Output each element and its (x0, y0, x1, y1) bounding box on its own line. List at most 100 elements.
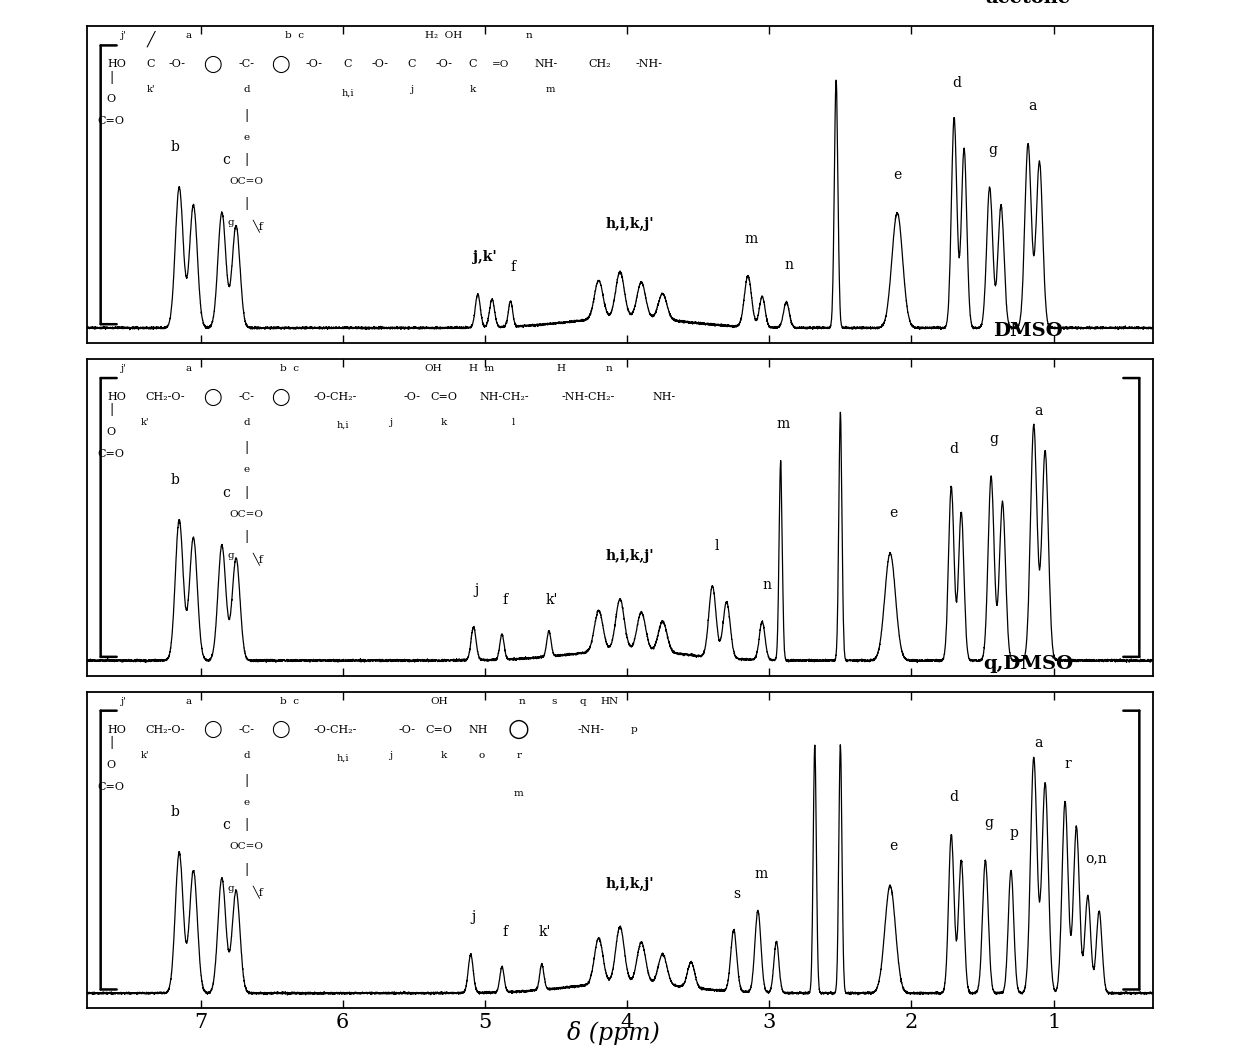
Text: m: m (754, 867, 768, 881)
Text: -C-: -C- (239, 59, 254, 70)
Text: n: n (606, 364, 613, 373)
Text: -NH-: -NH- (578, 724, 604, 735)
Text: m: m (777, 416, 790, 431)
Text: d: d (243, 86, 250, 94)
Text: -O-CH₂-: -O-CH₂- (314, 392, 357, 402)
Text: p: p (631, 725, 637, 734)
Text: |: | (244, 109, 249, 121)
Text: H₂  OH: H₂ OH (425, 32, 463, 40)
Text: l: l (512, 418, 515, 427)
Text: H: H (557, 364, 565, 373)
Text: b  c: b c (280, 697, 299, 705)
Text: C=O: C=O (430, 392, 458, 402)
Text: s: s (733, 887, 740, 901)
Text: j: j (474, 583, 479, 597)
Text: ╱: ╱ (146, 31, 155, 48)
Text: o: o (479, 751, 485, 759)
Text: h,i: h,i (336, 754, 348, 762)
Text: p: p (1009, 826, 1018, 840)
Text: e: e (889, 506, 897, 520)
Text: n: n (518, 697, 526, 705)
Text: d: d (950, 790, 959, 804)
Text: b: b (171, 140, 180, 154)
Text: c: c (222, 486, 231, 499)
Text: m: m (744, 232, 758, 246)
Text: O: O (107, 427, 115, 437)
Text: a: a (1028, 99, 1037, 113)
Text: g: g (988, 143, 997, 156)
Text: k': k' (141, 418, 150, 427)
Text: e: e (889, 838, 897, 852)
Text: a: a (1034, 403, 1042, 418)
Text: -O-: -O- (305, 59, 322, 70)
Text: HO: HO (107, 59, 126, 70)
Text: d: d (950, 442, 959, 456)
Text: m: m (546, 86, 556, 94)
Text: |: | (244, 486, 249, 498)
Text: |: | (244, 197, 249, 210)
Text: -O-: -O- (403, 392, 420, 402)
Text: h,i: h,i (342, 89, 355, 97)
Text: =O: =O (492, 60, 510, 69)
Text: n: n (785, 258, 794, 271)
Text: l: l (714, 540, 719, 553)
Text: j: j (389, 751, 392, 759)
Text: -NH-CH₂-: -NH-CH₂- (562, 392, 615, 402)
Text: ◯: ◯ (272, 721, 290, 738)
Text: j,k': j,k' (472, 250, 497, 264)
Text: -NH-: -NH- (636, 59, 663, 70)
Text: j: j (389, 418, 392, 427)
Text: NH: NH (469, 724, 489, 735)
Text: j': j' (122, 697, 126, 705)
Text: OC=O: OC=O (229, 843, 264, 851)
Text: |: | (244, 530, 249, 543)
Text: C: C (146, 59, 155, 70)
Text: a: a (185, 32, 191, 40)
Text: -O-: -O- (398, 724, 415, 735)
Text: C: C (469, 59, 477, 70)
Text: k: k (470, 86, 476, 94)
Text: NH-: NH- (534, 59, 558, 70)
Text: CH₂-O-: CH₂-O- (145, 724, 185, 735)
Text: H  m: H m (469, 364, 494, 373)
Text: |: | (109, 736, 113, 749)
Text: m: m (513, 789, 523, 797)
Text: -C-: -C- (239, 724, 254, 735)
Text: h,i: h,i (336, 421, 348, 430)
Text: b: b (171, 806, 180, 819)
Text: r: r (1064, 757, 1071, 771)
Text: r: r (516, 751, 521, 759)
Text: acetone: acetone (986, 0, 1070, 7)
Text: OH: OH (430, 697, 448, 705)
Text: |: | (244, 863, 249, 875)
Text: h,i,k,j': h,i,k,j' (605, 216, 655, 231)
Text: h,i,k,j': h,i,k,j' (605, 549, 655, 564)
Text: b: b (171, 473, 180, 487)
Text: ╲f: ╲f (252, 220, 263, 232)
Text: d: d (952, 76, 961, 90)
Text: |: | (109, 71, 113, 83)
Text: b  c: b c (280, 364, 299, 373)
Text: |: | (109, 403, 113, 416)
Text: |: | (244, 774, 249, 787)
Text: a: a (185, 697, 191, 705)
Text: j': j' (122, 364, 126, 373)
Text: OC=O: OC=O (229, 510, 264, 518)
Text: DMSO: DMSO (993, 322, 1063, 340)
Text: -O-: -O- (372, 59, 388, 70)
Text: k': k' (146, 86, 155, 94)
Text: -O-: -O- (169, 59, 186, 70)
Text: g: g (227, 219, 234, 227)
Text: OC=O: OC=O (229, 177, 264, 186)
Text: ◯: ◯ (203, 721, 222, 738)
Text: a: a (1034, 736, 1042, 751)
Text: HN: HN (600, 697, 619, 705)
Text: O: O (107, 759, 115, 770)
Text: C: C (408, 59, 417, 70)
Text: NH-: NH- (652, 392, 676, 402)
Text: k': k' (546, 592, 558, 607)
Text: -O-CH₂-: -O-CH₂- (314, 724, 357, 735)
Text: ◯: ◯ (203, 389, 222, 406)
Text: q: q (579, 697, 587, 705)
Text: q,DMSO: q,DMSO (983, 655, 1073, 673)
